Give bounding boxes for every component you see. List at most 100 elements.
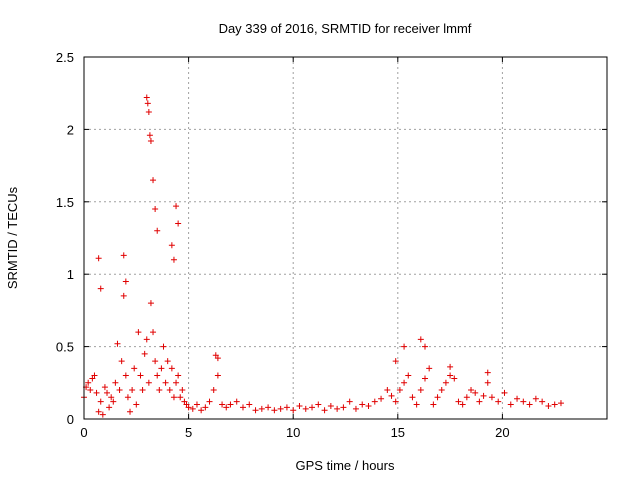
data-point [334, 405, 341, 412]
data-point [447, 372, 454, 379]
data-point [507, 401, 514, 408]
data-point [173, 379, 180, 386]
data-point [283, 404, 290, 411]
data-point [179, 387, 186, 394]
data-point [327, 402, 334, 409]
data-point [120, 292, 127, 299]
data-point [154, 227, 161, 234]
data-point [417, 336, 424, 343]
data-point [202, 404, 209, 411]
data-point [97, 398, 104, 405]
data-point [401, 343, 408, 350]
data-point [438, 387, 445, 394]
data-point [175, 372, 182, 379]
data-point [206, 398, 213, 405]
data-point [137, 372, 144, 379]
data-point [173, 203, 180, 210]
data-point [472, 389, 479, 396]
data-point [114, 340, 121, 347]
data-point [426, 365, 433, 372]
data-point [160, 343, 167, 350]
data-point [154, 372, 161, 379]
data-point [309, 404, 316, 411]
data-point [210, 387, 217, 394]
data-point [185, 404, 192, 411]
data-point [120, 252, 127, 259]
data-point [463, 394, 470, 401]
data-point [143, 94, 150, 101]
data-point [214, 355, 221, 362]
data-point [271, 407, 278, 414]
data-point [129, 387, 136, 394]
data-point [110, 398, 117, 405]
grid-layer [84, 57, 607, 419]
data-point [162, 379, 169, 386]
data-point [451, 375, 458, 382]
data-point [150, 177, 157, 184]
data-point [124, 394, 131, 401]
data-point [198, 407, 205, 414]
data-point [302, 405, 309, 412]
data-point [227, 401, 234, 408]
data-point [152, 206, 159, 213]
data-point [106, 404, 113, 411]
data-point [99, 411, 106, 418]
data-point [101, 384, 108, 391]
data-point [252, 407, 259, 414]
data-point [514, 395, 521, 402]
data-point [143, 336, 150, 343]
data-point [396, 387, 403, 394]
data-point [168, 242, 175, 249]
data-point [359, 401, 366, 408]
data-point [152, 358, 159, 365]
data-point [413, 401, 420, 408]
data-point [434, 394, 441, 401]
chart-title: Day 339 of 2016, SRMTID for receiver lmm… [219, 21, 472, 36]
data-point [147, 137, 154, 144]
data-point [392, 398, 399, 405]
x-tick-label: 5 [185, 425, 192, 440]
data-point [315, 401, 322, 408]
data-point [108, 394, 115, 401]
data-point [430, 401, 437, 408]
data-point [139, 387, 146, 394]
data-point [468, 387, 475, 394]
data-point [340, 404, 347, 411]
data-point [384, 387, 391, 394]
data-point [144, 100, 151, 107]
data-point [168, 365, 175, 372]
data-point [239, 404, 246, 411]
x-tick-label: 10 [286, 425, 300, 440]
data-point [219, 401, 226, 408]
data-point [409, 394, 416, 401]
data-point [401, 379, 408, 386]
data-point [112, 379, 119, 386]
data-point [164, 358, 171, 365]
plot-frame [83, 56, 608, 420]
data-point [122, 278, 129, 285]
data-point [233, 398, 240, 405]
data-point [265, 404, 272, 411]
data-point [421, 343, 428, 350]
data-point [118, 358, 125, 365]
data-point [189, 405, 196, 412]
data-point [156, 387, 163, 394]
data-point [459, 401, 466, 408]
data-point [495, 398, 502, 405]
data-point [455, 398, 462, 405]
data-point [122, 372, 129, 379]
y-axis-label: SRMTID / TECUs [5, 186, 20, 289]
x-tick-label: 20 [495, 425, 509, 440]
data-point [97, 285, 104, 292]
data-point [551, 401, 558, 408]
data-point [246, 401, 253, 408]
data-point [145, 379, 152, 386]
y-tick-label: 2.5 [56, 50, 74, 65]
data-point [131, 365, 138, 372]
data-point [296, 402, 303, 409]
data-point [158, 365, 165, 372]
y-tick-label: 1 [67, 267, 74, 282]
data-point [170, 394, 177, 401]
data-point [442, 379, 449, 386]
